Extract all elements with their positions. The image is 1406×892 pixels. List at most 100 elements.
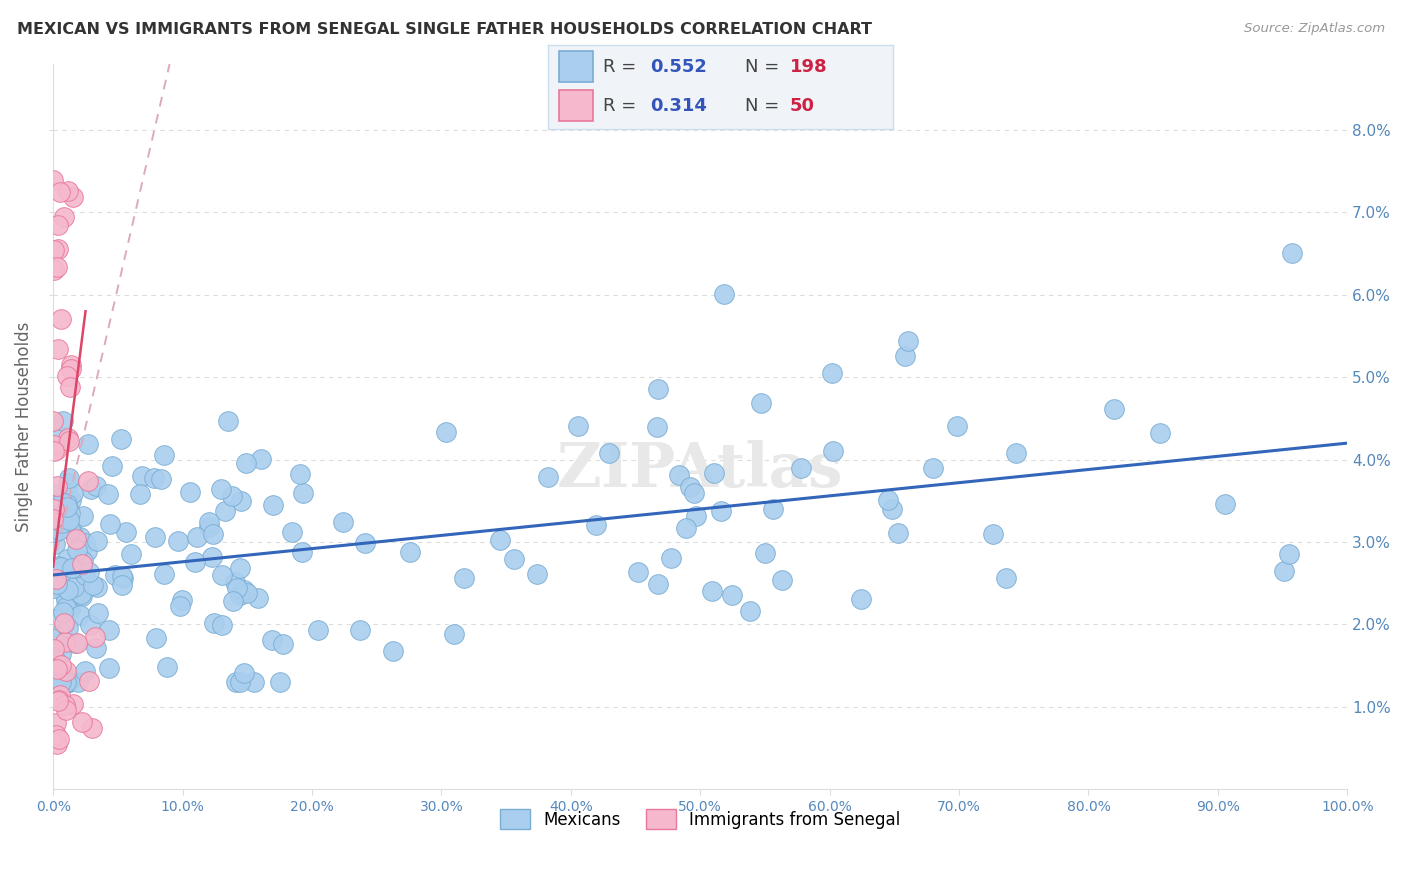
Point bbox=[229, 494, 252, 508]
Point bbox=[398, 544, 420, 558]
Point bbox=[79, 618, 101, 632]
Point bbox=[55, 702, 77, 716]
Point bbox=[894, 349, 917, 363]
Point bbox=[55, 675, 77, 690]
Point bbox=[97, 487, 120, 501]
Bar bbox=[558, 52, 593, 82]
Point bbox=[72, 554, 94, 568]
Point bbox=[72, 714, 94, 729]
Point bbox=[42, 581, 65, 595]
Point bbox=[42, 263, 65, 277]
Point bbox=[84, 640, 107, 655]
Point bbox=[49, 429, 72, 443]
Point bbox=[45, 518, 67, 533]
Point bbox=[1278, 547, 1301, 561]
Point bbox=[48, 692, 70, 706]
Point bbox=[48, 558, 70, 573]
Point bbox=[79, 673, 101, 688]
Point bbox=[849, 592, 872, 607]
Text: 50: 50 bbox=[790, 96, 814, 114]
Point bbox=[179, 484, 201, 499]
Point bbox=[56, 185, 79, 199]
Point bbox=[489, 533, 512, 548]
Point bbox=[49, 689, 72, 703]
Point bbox=[44, 537, 66, 551]
Point bbox=[56, 583, 79, 598]
Point bbox=[526, 567, 548, 582]
Point bbox=[65, 561, 87, 575]
Point bbox=[66, 636, 89, 650]
Point bbox=[59, 380, 82, 394]
Point bbox=[222, 594, 245, 608]
Point bbox=[44, 487, 66, 501]
Point bbox=[110, 432, 132, 446]
Point bbox=[53, 210, 76, 224]
Point bbox=[44, 524, 66, 539]
Point bbox=[45, 577, 67, 591]
Point bbox=[77, 437, 100, 451]
Text: 0.552: 0.552 bbox=[650, 58, 707, 76]
Point bbox=[537, 470, 560, 484]
Point bbox=[73, 568, 96, 582]
Point bbox=[443, 626, 465, 640]
Point bbox=[42, 243, 65, 257]
Point bbox=[51, 560, 73, 574]
Point bbox=[42, 497, 65, 511]
Point bbox=[45, 716, 67, 731]
Point bbox=[679, 480, 702, 494]
Point bbox=[52, 586, 75, 600]
Point bbox=[738, 604, 761, 618]
Point bbox=[184, 555, 207, 569]
Point bbox=[713, 287, 735, 301]
Point bbox=[65, 532, 87, 546]
Text: N =: N = bbox=[745, 96, 785, 114]
Point bbox=[59, 506, 82, 520]
Point bbox=[229, 561, 252, 575]
Point bbox=[63, 635, 86, 649]
Point bbox=[821, 444, 844, 458]
Point bbox=[627, 565, 650, 579]
Point bbox=[211, 567, 233, 582]
Point bbox=[51, 495, 73, 509]
Text: N =: N = bbox=[745, 58, 785, 76]
Point bbox=[58, 675, 80, 690]
Point bbox=[821, 366, 844, 380]
Point bbox=[42, 414, 65, 428]
Point bbox=[59, 601, 82, 615]
Point bbox=[51, 623, 73, 637]
Point bbox=[225, 581, 247, 595]
Point bbox=[69, 607, 91, 622]
Point bbox=[55, 593, 77, 607]
Point bbox=[45, 728, 67, 742]
Point bbox=[434, 425, 457, 439]
Point bbox=[129, 486, 152, 500]
Point bbox=[55, 664, 77, 678]
Point bbox=[48, 524, 70, 538]
Text: R =: R = bbox=[603, 58, 643, 76]
Point bbox=[52, 606, 75, 620]
Point bbox=[876, 493, 898, 508]
Point bbox=[291, 486, 314, 500]
Point bbox=[186, 530, 208, 544]
Point bbox=[45, 260, 67, 275]
Point bbox=[349, 623, 371, 637]
Point bbox=[131, 469, 153, 483]
Point bbox=[84, 479, 107, 493]
Point bbox=[49, 657, 72, 672]
Point bbox=[1272, 565, 1295, 579]
Text: R =: R = bbox=[603, 96, 643, 114]
Point bbox=[273, 637, 295, 651]
Point bbox=[1213, 496, 1236, 510]
Point bbox=[685, 509, 707, 524]
Point bbox=[111, 577, 134, 591]
Point bbox=[710, 504, 733, 518]
Point bbox=[46, 218, 69, 232]
Point bbox=[235, 456, 257, 470]
Point bbox=[221, 489, 243, 503]
Point bbox=[453, 571, 475, 585]
Point bbox=[897, 334, 920, 348]
Point bbox=[58, 471, 80, 485]
Point bbox=[659, 550, 682, 565]
Point bbox=[53, 698, 76, 712]
Point bbox=[262, 632, 284, 647]
